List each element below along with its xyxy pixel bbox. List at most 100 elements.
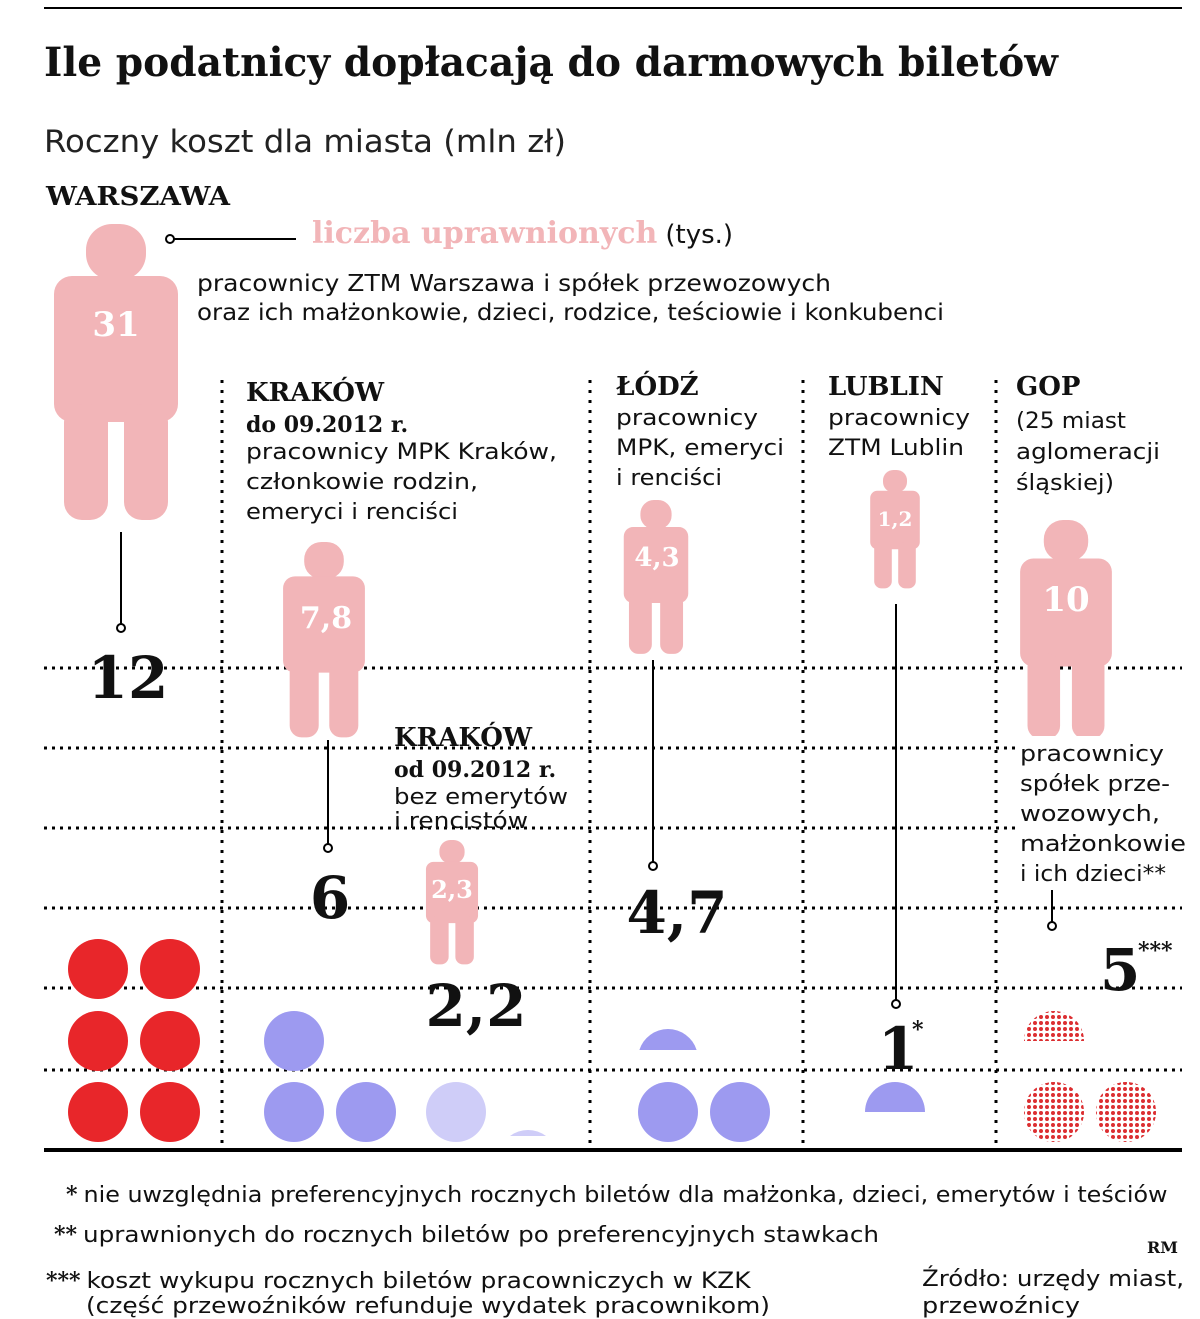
lodz-figure-left-leg — [628, 593, 652, 654]
lublin-cost-label: 1 — [878, 1015, 918, 1083]
lublin-city: LUBLIN — [828, 372, 944, 402]
krakow1-desc-line-3: emeryci i renciści — [246, 500, 458, 525]
lublin-figure-left-leg — [874, 542, 892, 589]
krakow2-partial-dot — [510, 1130, 546, 1136]
krakow2-dot — [426, 1082, 486, 1142]
legend-unit: (tys.) — [665, 220, 733, 250]
gridlines — [44, 666, 1182, 1072]
krakow1-figure-right-leg — [329, 660, 359, 738]
krakow1-dot — [336, 1082, 396, 1142]
source-line-1: Źródło: urzędy miast, — [922, 1266, 1184, 1292]
lodz-eligible-label: 4,3 — [634, 543, 679, 573]
footnote-1-text: nie uwzględnia preferencyjnych rocznych … — [84, 1183, 1168, 1208]
lublin-desc-line-1: pracownicy — [828, 406, 970, 431]
krakow1-cost-dots — [264, 1011, 396, 1142]
krakow1-city: KRAKÓW — [246, 376, 385, 408]
gop-city: GOP — [1016, 372, 1080, 402]
krakow1-period: do 09.2012 r. — [246, 412, 408, 438]
krakow2-cost-label: 2,2 — [426, 972, 527, 1040]
footnote-2: ** uprawnionych do rocznych biletów po pr… — [54, 1222, 879, 1248]
legend-text: liczba uprawnionych (tys.) — [312, 216, 733, 251]
footnote-1-mark: * — [66, 1182, 78, 1208]
warszawa-figure-left-leg — [64, 404, 108, 520]
warszawa-figure-head — [86, 224, 146, 280]
warszawa-dot — [140, 1011, 200, 1071]
gop-partial-dot — [1024, 1011, 1084, 1041]
krakow2-eligible-figure — [425, 840, 479, 965]
gop-note-line-5: i ich dzieci** — [1020, 862, 1166, 887]
lodz-figure-head — [640, 500, 672, 530]
lodz-dot — [710, 1082, 770, 1142]
krakow2-eligible-label: 2,3 — [431, 875, 473, 904]
lublin-eligible-label: 1,2 — [878, 507, 913, 531]
legend-label: liczba uprawnionych — [312, 216, 658, 251]
warszawa-figure-torso — [54, 276, 178, 422]
krakow1-eligible-label: 7,8 — [300, 601, 352, 636]
warszawa-figure-right-leg — [124, 404, 168, 520]
warszawa-dot — [68, 939, 128, 999]
gop-note-line-2: spółek prze- — [1020, 772, 1170, 797]
footnote-2-text: uprawnionych do rocznych biletów po pref… — [83, 1223, 879, 1248]
krakow1-cost-label: 6 — [310, 864, 350, 932]
warszawa-desc-line-2: oraz ich małżonkowie, dzieci, rodzice, t… — [197, 300, 944, 326]
lodz-desc-line-3: i renciści — [616, 466, 722, 491]
gop-figure-torso — [1020, 558, 1112, 667]
krakow1-desc-line-2: członkowie rodzin, — [246, 470, 478, 495]
krakow2-desc-line-2: i rencistów — [394, 809, 528, 834]
lodz-dot — [638, 1082, 698, 1142]
krakow2-figure-right-leg — [455, 915, 474, 965]
warszawa-dot — [140, 939, 200, 999]
gop-cost-label: 5 — [1100, 936, 1140, 1004]
lublin-eligible-figure — [870, 470, 920, 589]
lodz-partial-dot — [639, 1029, 697, 1050]
krakow2-city: KRAKÓW — [394, 721, 533, 753]
gop-cost-marker: *** — [1138, 938, 1173, 964]
lodz-desc-line-2: MPK, emeryci — [616, 436, 784, 461]
warszawa-desc-line-1: pracownicy ZTM Warszawa i spółek przewoz… — [197, 271, 831, 297]
column-separators — [220, 380, 998, 1148]
footnote-3: *** koszt wykupu rocznych biletów pracown… — [46, 1268, 751, 1294]
gop-note-background — [1016, 736, 1184, 886]
lublin-partial-dot — [865, 1082, 925, 1112]
gop-note-line-4: małżonkowie — [1020, 832, 1186, 857]
warszawa-city: WARSZAWA — [45, 182, 231, 212]
author-credit: RM — [1147, 1238, 1178, 1257]
warszawa-cost-dots — [68, 939, 200, 1142]
gop-figure-right-leg — [1071, 653, 1105, 740]
warszawa-cost-label: 12 — [88, 644, 169, 712]
lodz-cost-label: 4,7 — [627, 879, 728, 947]
warszawa-leader-dot — [116, 623, 126, 633]
warszawa-eligible-label: 31 — [92, 305, 139, 345]
lodz-leader-dot — [648, 861, 658, 871]
gop-desc-line-1: (25 miast — [1016, 409, 1126, 434]
gop-note-line-1: pracownicy — [1020, 742, 1164, 767]
lublin-figure-head — [883, 470, 907, 493]
lodz-figure-torso — [623, 527, 689, 603]
krakow2-desc-line-1: bez emerytów — [394, 785, 568, 810]
krakow2-figure-torso — [425, 861, 479, 924]
gop-figure-head — [1043, 520, 1089, 562]
lublin-leader-dot — [891, 999, 901, 1009]
lublin-desc-line-2: ZTM Lublin — [828, 436, 964, 461]
warszawa-dot — [68, 1011, 128, 1071]
footnote-2-mark: ** — [54, 1222, 78, 1248]
chart-subtitle: Roczny koszt dla miasta (mln zł) — [44, 124, 566, 160]
gop-note-line-3: wozowych, — [1020, 802, 1160, 827]
lodz-city: ŁÓDŹ — [616, 370, 699, 402]
lublin-figure-torso — [870, 490, 920, 550]
footnote-1: * nie uwzględnia preferencyjnych rocznych… — [66, 1182, 1168, 1208]
gop-cost-dots — [1024, 1011, 1156, 1142]
footnote-3-text-line-1: koszt wykupu rocznych biletów pracownicz… — [87, 1269, 752, 1294]
krakow1-leader-dot — [323, 843, 333, 853]
gop-eligible-figure — [1020, 520, 1112, 740]
krakow1-figure-left-leg — [289, 660, 319, 738]
lublin-cost-marker: * — [912, 1017, 924, 1043]
legend-leader-dot — [165, 234, 175, 244]
gop-desc-line-2: aglomeracji — [1016, 440, 1160, 465]
krakow2-figure-left-leg — [430, 915, 449, 965]
warszawa-dot — [140, 1082, 200, 1142]
gop-desc-line-3: śląskiej) — [1016, 471, 1114, 496]
source-line-2: przewoźnicy — [922, 1294, 1080, 1319]
lublin-figure-right-leg — [898, 542, 916, 589]
